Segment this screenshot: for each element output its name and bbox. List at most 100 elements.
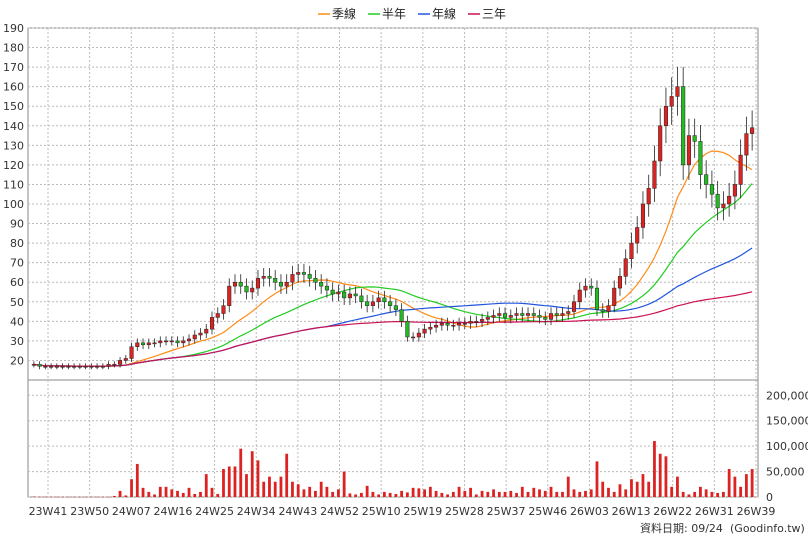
volume-bar bbox=[210, 487, 214, 497]
candle bbox=[606, 305, 611, 312]
price-tick-label: 80 bbox=[10, 237, 24, 250]
candle bbox=[244, 285, 249, 293]
candle bbox=[474, 321, 479, 323]
volume-bar bbox=[296, 484, 300, 497]
candle bbox=[554, 313, 559, 316]
candle bbox=[192, 334, 197, 340]
candle bbox=[537, 315, 542, 318]
candle bbox=[77, 366, 82, 368]
candle bbox=[445, 323, 450, 326]
candle bbox=[600, 309, 605, 312]
volume-bar bbox=[382, 491, 386, 497]
volume-bar bbox=[411, 487, 415, 497]
volume-bar bbox=[61, 496, 65, 498]
candle bbox=[227, 285, 232, 306]
volume-bar bbox=[130, 479, 133, 497]
candle bbox=[405, 321, 410, 338]
volume-bar bbox=[670, 486, 674, 497]
candle bbox=[152, 342, 157, 345]
volume-bar bbox=[325, 486, 329, 497]
candle bbox=[324, 285, 329, 291]
x-tick-label: 26W03 bbox=[570, 505, 609, 518]
x-tick-label: 25W10 bbox=[362, 505, 401, 518]
candle bbox=[100, 366, 105, 368]
volume-bar bbox=[428, 486, 432, 497]
candle bbox=[640, 203, 645, 228]
legend-label: 季線 bbox=[332, 6, 356, 21]
volume-bar bbox=[492, 489, 495, 497]
candle bbox=[692, 135, 697, 142]
candle bbox=[583, 285, 588, 291]
x-tick-label: 24W25 bbox=[195, 505, 234, 518]
candle bbox=[169, 340, 174, 343]
candle bbox=[89, 366, 94, 368]
candle bbox=[577, 289, 582, 303]
candle bbox=[594, 287, 600, 310]
volume-bar bbox=[417, 488, 421, 497]
candle bbox=[37, 364, 42, 367]
x-tick-label: 25W37 bbox=[487, 505, 526, 518]
volume-tick-label: 100,000 bbox=[766, 440, 808, 453]
volume-bar bbox=[359, 492, 363, 497]
volume-bar bbox=[107, 496, 110, 498]
volume-bar bbox=[302, 489, 306, 497]
candle bbox=[468, 321, 473, 324]
volume-bar bbox=[463, 490, 467, 497]
candle bbox=[738, 154, 743, 185]
candle bbox=[198, 332, 203, 336]
x-tick-label: 26W39 bbox=[737, 505, 776, 518]
legend-label: 三年 bbox=[482, 7, 506, 21]
price-tick-label: 120 bbox=[3, 159, 24, 172]
candle bbox=[457, 323, 462, 326]
candle bbox=[623, 258, 628, 277]
price-tick-label: 50 bbox=[10, 296, 24, 309]
volume-bar bbox=[245, 474, 248, 497]
x-tick-label: 24W16 bbox=[154, 505, 193, 518]
price-tick-label: 70 bbox=[10, 257, 24, 270]
candle bbox=[319, 281, 324, 287]
ma-line-4 bbox=[33, 291, 753, 367]
x-tick-label: 26W31 bbox=[695, 505, 734, 518]
volume-tick-label: 200,000 bbox=[766, 389, 808, 402]
volume-bar bbox=[739, 486, 743, 497]
volume-bar bbox=[72, 496, 76, 498]
candle bbox=[548, 313, 554, 320]
candle bbox=[526, 313, 531, 316]
candle bbox=[238, 281, 243, 287]
volume-bar bbox=[687, 494, 691, 497]
volume-bar bbox=[176, 490, 179, 497]
candle bbox=[560, 313, 565, 316]
candle bbox=[462, 323, 467, 325]
volume-bar bbox=[95, 496, 99, 498]
volume-bar bbox=[543, 490, 547, 497]
volume-bar bbox=[607, 487, 610, 497]
candle bbox=[508, 315, 513, 318]
candle bbox=[106, 364, 111, 367]
x-tick-label: 26W22 bbox=[653, 505, 692, 518]
ma-line-1 bbox=[33, 150, 753, 367]
volume-bar bbox=[676, 476, 679, 497]
candle bbox=[370, 301, 375, 306]
candle bbox=[215, 313, 220, 318]
candle bbox=[232, 281, 238, 287]
price-tick-label: 130 bbox=[3, 139, 24, 152]
candle bbox=[123, 358, 128, 361]
volume-bar bbox=[319, 481, 323, 497]
candle bbox=[347, 293, 352, 299]
volume-bar bbox=[503, 491, 507, 497]
candle bbox=[416, 332, 421, 338]
volume-bar bbox=[710, 491, 714, 497]
x-tick-label: 25W46 bbox=[528, 505, 567, 518]
volume-bar bbox=[647, 481, 651, 497]
candle bbox=[255, 278, 260, 289]
volume-tick-label: 0 bbox=[766, 491, 773, 504]
volume-bar bbox=[193, 493, 197, 497]
candle bbox=[261, 276, 266, 279]
candle bbox=[629, 242, 634, 260]
volume-bar bbox=[744, 474, 748, 497]
volume-bar bbox=[170, 489, 174, 497]
volume-bar bbox=[112, 495, 116, 497]
candle bbox=[204, 328, 209, 334]
volume-bar bbox=[693, 491, 697, 497]
x-axis: 23W41 23W50 24W07 24W16 24W25 24W34 24W43 24W52… bbox=[29, 505, 776, 518]
